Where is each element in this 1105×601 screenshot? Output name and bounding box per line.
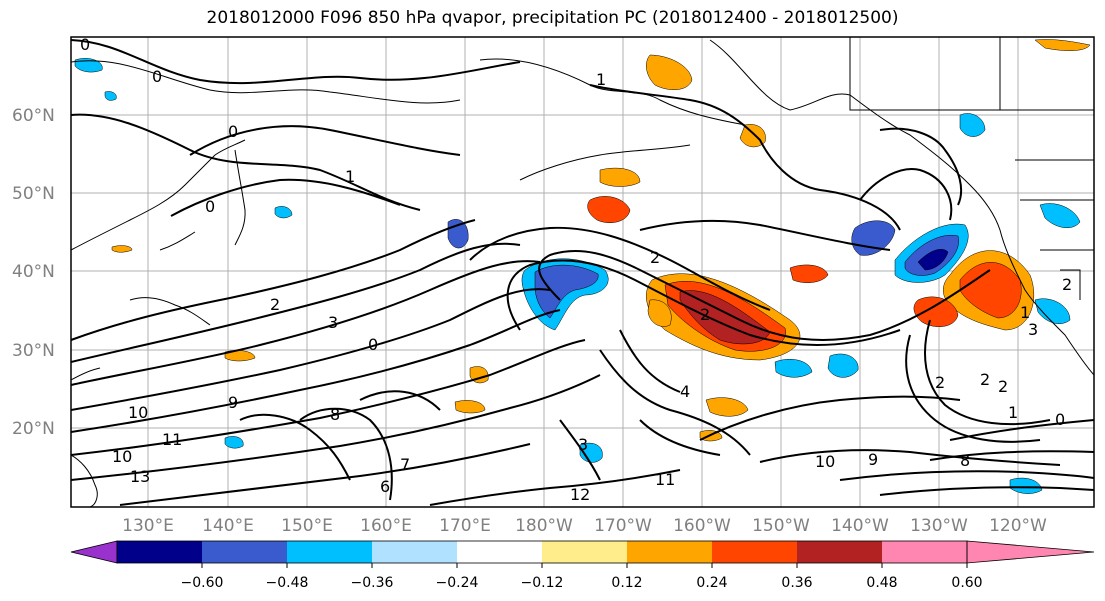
contour-label: 2 bbox=[700, 305, 710, 324]
colorbar-segment bbox=[712, 541, 797, 563]
lon-label: 160°E bbox=[360, 516, 412, 536]
contour-label: 8 bbox=[330, 405, 340, 424]
colorbar-tick-label: −0.36 bbox=[351, 575, 394, 591]
latitude-labels: 60°N 50°N 40°N 30°N 20°N bbox=[12, 106, 55, 439]
contour-label: 12 bbox=[570, 485, 590, 504]
lat-label: 60°N bbox=[12, 106, 55, 126]
contour-label: 1 bbox=[1020, 303, 1030, 322]
contour-label: 1 bbox=[596, 70, 606, 89]
colorbar-tick-label: 0.48 bbox=[866, 575, 897, 591]
map-frame bbox=[70, 36, 1095, 508]
lon-label: 180°W bbox=[515, 516, 573, 536]
contour-label: 0 bbox=[368, 335, 378, 354]
contour-label: 0 bbox=[152, 67, 162, 86]
lon-label: 130°E bbox=[122, 516, 174, 536]
contour-label: 13 bbox=[130, 467, 150, 486]
colorbar-segment bbox=[287, 541, 372, 563]
contour-label: 3 bbox=[578, 435, 588, 454]
lon-label: 150°W bbox=[752, 516, 810, 536]
contour-label: 10 bbox=[815, 452, 835, 471]
lon-label: 130°W bbox=[910, 516, 968, 536]
colorbar-tick-label: 0.12 bbox=[611, 575, 642, 591]
lon-label: 140°E bbox=[202, 516, 254, 536]
lon-label: 120°W bbox=[989, 516, 1047, 536]
contour-label: 10 bbox=[112, 447, 132, 466]
colorbar: −0.60 −0.48 −0.36 −0.24 −0.12 0.12 0.24 … bbox=[70, 540, 1095, 591]
contour-label: 2 bbox=[270, 295, 280, 314]
colorbar-tick-label: −0.60 bbox=[181, 575, 224, 591]
contour-label: 11 bbox=[162, 430, 182, 449]
lat-label: 50°N bbox=[12, 184, 55, 204]
lat-label: 30°N bbox=[12, 341, 55, 361]
contour-label: 1 bbox=[1008, 403, 1018, 422]
coastlines bbox=[71, 37, 1094, 507]
contour-label: 3 bbox=[1028, 320, 1038, 339]
contour-label: 2 bbox=[998, 377, 1008, 396]
contour-label: 2 bbox=[980, 370, 990, 389]
contour-labels: 0 0 0 1 0 1 2 0 3 2 2 2 2 2 1 0 9 10 11 … bbox=[80, 35, 1072, 504]
contour-label: 2 bbox=[1062, 275, 1072, 294]
lon-label: 160°W bbox=[673, 516, 731, 536]
colorbar-segment bbox=[372, 541, 457, 563]
contour-label: 6 bbox=[380, 477, 390, 496]
contour-label: 10 bbox=[128, 403, 148, 422]
lon-label: 170°W bbox=[594, 516, 652, 536]
lon-label: 150°E bbox=[281, 516, 333, 536]
contour-label: 11 bbox=[655, 470, 675, 489]
contour-label: 2 bbox=[650, 248, 660, 267]
colorbar-segment bbox=[117, 541, 202, 563]
contour-label: 7 bbox=[400, 455, 410, 474]
lat-label: 40°N bbox=[12, 262, 55, 282]
colorbar-segment bbox=[202, 541, 287, 563]
colorbar-segment bbox=[797, 541, 882, 563]
colorbar-segment bbox=[457, 541, 542, 563]
colorbar-max-arrow bbox=[966, 540, 1095, 564]
longitude-labels: 130°E 140°E 150°E 160°E 170°E 180°W 170°… bbox=[122, 516, 1047, 536]
colorbar-tick-label: 0.36 bbox=[781, 575, 812, 591]
contour-label: 4 bbox=[680, 382, 690, 401]
contour-label: 0 bbox=[228, 122, 238, 141]
colorbar-segment bbox=[627, 541, 712, 563]
colorbar-tick-label: 0.60 bbox=[951, 575, 982, 591]
colorbar-tick-label: 0.24 bbox=[696, 575, 727, 591]
colorbar-min-arrow bbox=[70, 540, 118, 564]
contour-label: 0 bbox=[205, 197, 215, 216]
colorbar-segment bbox=[542, 541, 627, 563]
contour-label: 0 bbox=[80, 35, 90, 54]
colorbar-tick-label: −0.48 bbox=[266, 575, 309, 591]
lon-label: 140°W bbox=[831, 516, 889, 536]
contour-label: 9 bbox=[228, 393, 238, 412]
contour-label: 9 bbox=[868, 450, 878, 469]
lat-label: 20°N bbox=[12, 419, 55, 439]
map-title: 2018012000 F096 850 hPa qvapor, precipit… bbox=[206, 8, 899, 28]
contour-label: 0 bbox=[1055, 410, 1065, 429]
contour-label: 3 bbox=[328, 313, 338, 332]
lon-label: 170°E bbox=[439, 516, 491, 536]
contour-label: 1 bbox=[345, 167, 355, 186]
qvapor-contours bbox=[71, 39, 1094, 506]
colorbar-segment bbox=[882, 541, 967, 563]
contour-label: 8 bbox=[960, 451, 970, 470]
contour-label: 2 bbox=[935, 373, 945, 392]
colorbar-tick-label: −0.12 bbox=[521, 575, 564, 591]
colorbar-tick-label: −0.24 bbox=[436, 575, 479, 591]
